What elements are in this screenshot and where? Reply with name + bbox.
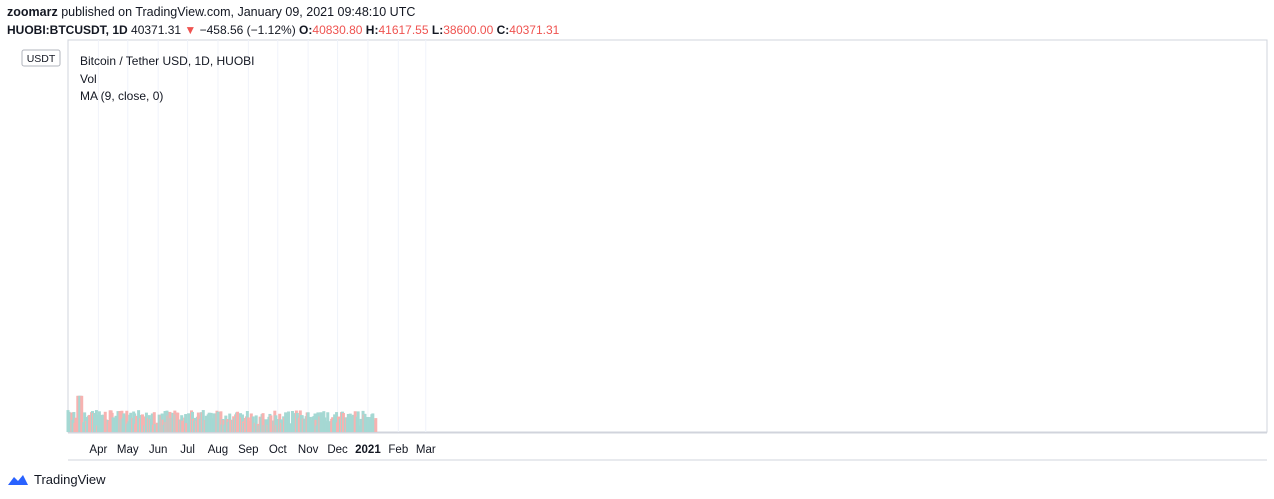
volume-bar: [326, 412, 330, 432]
volume-bar: [374, 418, 378, 432]
volume-bar: [152, 412, 156, 432]
volume-bar: [72, 412, 76, 432]
volume-bar: [97, 411, 101, 432]
volume-bar: [150, 413, 154, 432]
low-value: 38600.00: [443, 23, 494, 37]
legend-ma: MA (9, close, 0): [80, 89, 164, 103]
volume-bar: [133, 413, 137, 432]
volume-bar: [274, 415, 278, 432]
open-label: O:: [299, 23, 313, 37]
volume-bar: [184, 414, 188, 432]
volume-bar: [249, 413, 253, 432]
currency-box: [21, 49, 61, 67]
volume-bar: [94, 410, 98, 432]
low-label: L:: [431, 23, 444, 37]
legend-title: Bitcoin / Tether USD, 1D, HUOBI: [80, 54, 255, 68]
plot-frame: [67, 39, 1268, 433]
volume-bar: [356, 411, 360, 432]
volume-bar: [157, 414, 161, 432]
volume-bar: [137, 410, 141, 432]
volume-bar: [122, 413, 126, 432]
down-arrow-icon: ▼: [181, 23, 200, 37]
chart-legend: Bitcoin / Tether USD, 1D, HUOBI Vol MA (…: [80, 53, 255, 106]
publisher-name: zoomarz: [7, 5, 58, 19]
footer-brand: TradingView: [7, 472, 106, 487]
x-tick-label: Dec: [327, 444, 348, 456]
volume-bar: [219, 411, 223, 432]
high-label: H:: [365, 23, 379, 37]
volume-bar: [333, 414, 337, 432]
x-tick-label: Apr: [89, 444, 107, 456]
x-tick-label: Feb: [388, 444, 408, 456]
volume-bar: [335, 412, 339, 432]
currency-label: USDT: [27, 53, 56, 65]
close-value: 40371.31: [509, 23, 560, 37]
volume-bar: [351, 414, 355, 432]
symbol-label: HUOBI:BTCUSDT, 1D: [7, 23, 128, 37]
x-tick-label: 2021: [355, 444, 381, 456]
volume-bar: [236, 411, 240, 432]
volume-bar: [371, 413, 375, 432]
volume-bar: [129, 412, 133, 432]
x-tick-label: Jun: [149, 444, 168, 456]
close-label: C:: [496, 23, 510, 37]
volume-bar: [254, 415, 258, 432]
volume-bar: [346, 413, 350, 432]
legend-vol: Vol: [80, 71, 97, 86]
high-value: 41617.55: [378, 23, 429, 37]
price-change: −458.56 (−1.12%): [199, 23, 296, 37]
volume-bar: [144, 412, 148, 432]
quote-line: HUOBI:BTCUSDT, 1D 40371.31 ▼ −458.56 (−1…: [7, 23, 559, 37]
x-tick-label: Jul: [180, 444, 195, 456]
open-value: 40830.80: [312, 23, 363, 37]
volume-bar: [216, 411, 220, 432]
x-tick-label: Nov: [298, 444, 319, 456]
last-price: 40371.31: [131, 23, 182, 37]
publish-info: zoomarz published on TradingView.com, Ja…: [7, 5, 415, 19]
publish-text: published on TradingView.com, January 09…: [61, 5, 416, 19]
volume-bar: [201, 410, 205, 432]
volume-bar: [80, 395, 84, 432]
volume-bar: [349, 416, 353, 432]
volume-bar: [261, 413, 265, 432]
volume-bar: [163, 411, 167, 432]
x-tick-label: Oct: [269, 444, 288, 456]
volume-bar: [363, 413, 367, 432]
volume-bar: [187, 413, 191, 432]
x-tick-label: Aug: [208, 444, 228, 456]
x-tick-label: May: [117, 444, 139, 456]
x-tick-label: Sep: [238, 444, 258, 456]
x-tick-label: Mar: [416, 444, 436, 456]
volume-bar: [210, 418, 214, 432]
footer-brand-text: TradingView: [34, 472, 106, 487]
volume-bar: [287, 411, 291, 432]
tradingview-logo-icon: [8, 474, 28, 485]
volume-bar: [125, 410, 129, 432]
